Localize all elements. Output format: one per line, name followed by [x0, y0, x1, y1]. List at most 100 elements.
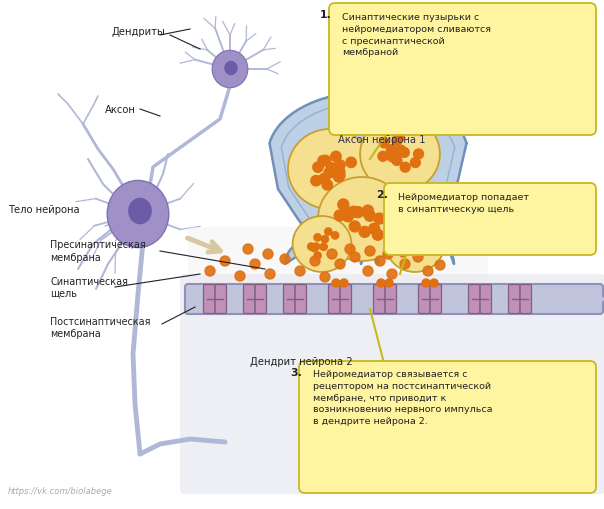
- Circle shape: [396, 146, 406, 156]
- Circle shape: [400, 260, 410, 269]
- Circle shape: [319, 174, 329, 185]
- Circle shape: [280, 254, 290, 265]
- Circle shape: [399, 148, 410, 158]
- Polygon shape: [269, 93, 466, 265]
- Text: Нейромедиатор связывается с
рецептором на постсинаптической
мембране, что привод: Нейромедиатор связывается с рецептором н…: [313, 369, 492, 426]
- Text: 2.: 2.: [376, 190, 388, 200]
- Circle shape: [362, 206, 373, 217]
- Circle shape: [324, 168, 335, 179]
- Circle shape: [322, 180, 332, 191]
- Text: Аксон: Аксон: [105, 105, 136, 115]
- Circle shape: [320, 244, 327, 251]
- Circle shape: [365, 246, 375, 257]
- Circle shape: [401, 233, 408, 240]
- Ellipse shape: [288, 130, 372, 210]
- Circle shape: [312, 243, 320, 251]
- Circle shape: [345, 244, 355, 254]
- Circle shape: [392, 150, 402, 160]
- FancyBboxPatch shape: [340, 285, 352, 314]
- Circle shape: [359, 227, 370, 238]
- Circle shape: [348, 207, 359, 218]
- Ellipse shape: [224, 62, 238, 76]
- Circle shape: [332, 232, 339, 240]
- Circle shape: [410, 158, 420, 168]
- Circle shape: [413, 252, 423, 263]
- Circle shape: [374, 214, 385, 224]
- Circle shape: [392, 156, 402, 166]
- Circle shape: [220, 257, 230, 267]
- FancyBboxPatch shape: [469, 285, 480, 314]
- Circle shape: [310, 257, 320, 267]
- Text: Пресинаптическая: Пресинаптическая: [50, 240, 146, 249]
- Circle shape: [405, 244, 415, 254]
- Circle shape: [335, 160, 345, 171]
- Circle shape: [399, 250, 406, 258]
- Circle shape: [406, 240, 414, 247]
- Text: Дендрит нейрона 2: Дендрит нейрона 2: [250, 356, 353, 366]
- Circle shape: [423, 267, 433, 276]
- Circle shape: [422, 244, 429, 251]
- Circle shape: [310, 245, 318, 252]
- Circle shape: [338, 200, 349, 211]
- Circle shape: [406, 244, 413, 252]
- Circle shape: [311, 176, 321, 186]
- FancyBboxPatch shape: [329, 285, 340, 314]
- Circle shape: [346, 158, 356, 168]
- Circle shape: [383, 249, 393, 260]
- FancyBboxPatch shape: [188, 228, 488, 288]
- Circle shape: [422, 279, 430, 288]
- Text: щель: щель: [50, 289, 77, 298]
- Circle shape: [243, 244, 253, 254]
- Circle shape: [372, 230, 384, 241]
- Text: 1.: 1.: [320, 10, 332, 20]
- FancyBboxPatch shape: [430, 285, 442, 314]
- Circle shape: [263, 249, 273, 260]
- Circle shape: [394, 133, 404, 143]
- Circle shape: [314, 252, 321, 260]
- Text: Аксон нейрона 1: Аксон нейрона 1: [338, 135, 425, 145]
- Text: 3.: 3.: [290, 367, 302, 377]
- FancyBboxPatch shape: [373, 285, 385, 314]
- Circle shape: [320, 156, 331, 166]
- FancyBboxPatch shape: [180, 274, 604, 494]
- Text: Синаптические пузырьки с
нейромедиатором сливаются
с пресинаптической
мембраной: Синаптические пузырьки с нейромедиатором…: [342, 13, 491, 58]
- Circle shape: [327, 249, 337, 260]
- Circle shape: [385, 279, 393, 288]
- Circle shape: [412, 237, 419, 244]
- Circle shape: [342, 211, 353, 222]
- Circle shape: [414, 240, 421, 247]
- Circle shape: [205, 267, 215, 276]
- Text: Нейромедиатор попадает
в синаптическую щель: Нейромедиатор попадает в синаптическую щ…: [398, 192, 529, 213]
- Circle shape: [368, 224, 380, 235]
- Circle shape: [321, 236, 329, 243]
- FancyBboxPatch shape: [185, 285, 603, 315]
- FancyBboxPatch shape: [243, 285, 255, 314]
- FancyBboxPatch shape: [204, 285, 215, 314]
- Circle shape: [379, 138, 389, 149]
- Ellipse shape: [107, 181, 169, 248]
- Circle shape: [326, 163, 336, 174]
- FancyBboxPatch shape: [384, 184, 596, 256]
- Circle shape: [363, 267, 373, 276]
- Text: Дендриты: Дендриты: [111, 27, 165, 37]
- Text: мембрана: мембрана: [50, 328, 101, 338]
- FancyBboxPatch shape: [509, 285, 520, 314]
- Circle shape: [332, 279, 340, 288]
- Circle shape: [320, 272, 330, 282]
- Circle shape: [325, 229, 332, 236]
- Circle shape: [331, 152, 341, 162]
- Polygon shape: [590, 288, 604, 312]
- Circle shape: [435, 261, 445, 270]
- Circle shape: [333, 172, 344, 183]
- Circle shape: [414, 150, 423, 159]
- Text: Тело нейрона: Тело нейрона: [8, 205, 80, 215]
- FancyBboxPatch shape: [255, 285, 266, 314]
- Circle shape: [340, 279, 348, 288]
- FancyBboxPatch shape: [299, 361, 596, 493]
- FancyBboxPatch shape: [520, 285, 532, 314]
- Circle shape: [350, 252, 360, 263]
- Ellipse shape: [318, 178, 406, 262]
- Circle shape: [377, 279, 385, 288]
- Circle shape: [335, 167, 345, 178]
- Circle shape: [250, 260, 260, 269]
